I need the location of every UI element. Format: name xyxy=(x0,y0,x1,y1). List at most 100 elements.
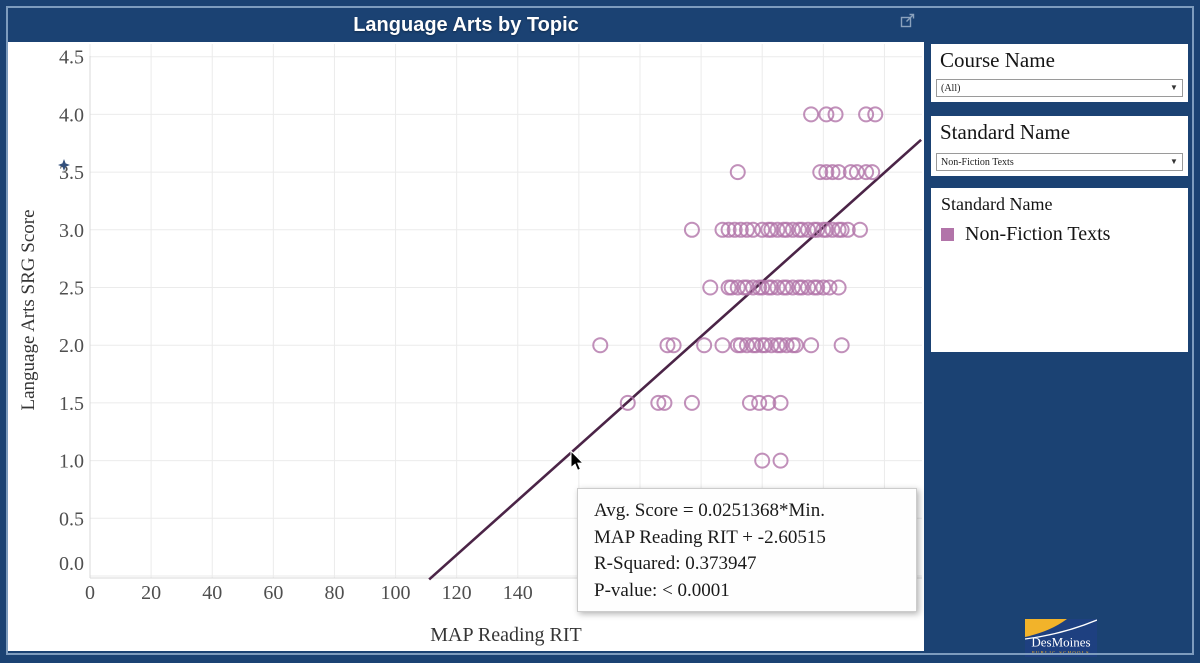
y-tick-label: 3.5 xyxy=(59,162,84,184)
data-point[interactable] xyxy=(592,337,609,354)
data-point[interactable] xyxy=(772,337,789,354)
data-point[interactable] xyxy=(656,394,673,411)
data-point[interactable] xyxy=(729,279,746,296)
data-point[interactable] xyxy=(824,164,841,181)
y-tick-label: 1.5 xyxy=(59,393,84,415)
data-point[interactable] xyxy=(772,394,789,411)
color-legend-card: Standard Name Non-Fiction Texts xyxy=(931,188,1188,352)
data-point[interactable] xyxy=(867,106,884,123)
tooltip-equation-line-1: Avg. Score = 0.0251368*Min. xyxy=(594,500,825,521)
data-point[interactable] xyxy=(824,221,841,238)
trend-line[interactable] xyxy=(428,138,922,581)
legend-item[interactable]: Non-Fiction Texts xyxy=(931,215,1188,246)
data-point[interactable] xyxy=(815,279,832,296)
data-point[interactable] xyxy=(683,221,700,238)
data-point[interactable] xyxy=(769,221,786,238)
data-point[interactable] xyxy=(812,164,829,181)
chevron-down-icon[interactable]: ▼ xyxy=(1170,157,1178,166)
data-point[interactable] xyxy=(803,337,820,354)
legend-title: Standard Name xyxy=(941,194,1053,214)
data-point[interactable] xyxy=(745,221,762,238)
data-point[interactable] xyxy=(619,394,636,411)
course-filter-dropdown[interactable]: (All) ▼ xyxy=(936,79,1183,97)
data-point[interactable] xyxy=(803,106,820,123)
x-tick-label: 60 xyxy=(263,582,283,604)
standard-filter-dropdown[interactable]: Non-Fiction Texts ▼ xyxy=(936,153,1183,171)
x-tick-label: 40 xyxy=(202,582,222,604)
data-point[interactable] xyxy=(748,337,765,354)
data-point[interactable] xyxy=(809,279,826,296)
data-point[interactable] xyxy=(683,394,700,411)
data-point[interactable] xyxy=(757,337,774,354)
data-point[interactable] xyxy=(778,221,795,238)
data-point[interactable] xyxy=(763,337,780,354)
data-point[interactable] xyxy=(830,164,847,181)
data-point[interactable] xyxy=(784,279,801,296)
data-point[interactable] xyxy=(787,337,804,354)
scatter-chart-panel: 0 20 40 60 80 100 120 140 0.0 0.5 1.0 1.5 2.0 2.5 3.0 3… xyxy=(8,42,924,651)
data-point[interactable] xyxy=(858,164,875,181)
data-point[interactable] xyxy=(732,337,749,354)
data-point[interactable] xyxy=(665,337,682,354)
data-point[interactable] xyxy=(833,221,850,238)
data-point[interactable] xyxy=(720,221,737,238)
data-point[interactable] xyxy=(821,279,838,296)
data-point[interactable] xyxy=(858,106,875,123)
data-point[interactable] xyxy=(741,394,758,411)
data-point[interactable] xyxy=(769,279,786,296)
data-point[interactable] xyxy=(778,337,795,354)
data-point[interactable] xyxy=(818,221,835,238)
x-tick-label: 120 xyxy=(442,582,472,604)
data-point[interactable] xyxy=(864,164,881,181)
data-point[interactable] xyxy=(738,337,755,354)
data-point[interactable] xyxy=(738,221,755,238)
tooltip-equation-line-2: MAP Reading RIT + -2.60515 xyxy=(594,526,826,548)
data-point[interactable] xyxy=(760,394,777,411)
data-point[interactable] xyxy=(809,221,826,238)
data-point[interactable] xyxy=(650,394,667,411)
data-point[interactable] xyxy=(723,279,740,296)
data-point[interactable] xyxy=(842,164,859,181)
data-point[interactable] xyxy=(763,279,780,296)
data-point[interactable] xyxy=(818,106,835,123)
svg-text:DesMoines: DesMoines xyxy=(1031,635,1090,650)
tooltip-p-value: P-value: < 0.0001 xyxy=(594,579,730,601)
data-point[interactable] xyxy=(714,221,731,238)
data-point[interactable] xyxy=(778,279,795,296)
legend-color-swatch xyxy=(941,228,954,241)
data-point[interactable] xyxy=(696,337,713,354)
data-point[interactable] xyxy=(818,164,835,181)
data-point[interactable] xyxy=(754,279,771,296)
data-point[interactable] xyxy=(800,221,817,238)
data-point[interactable] xyxy=(702,279,719,296)
data-point[interactable] xyxy=(754,452,771,469)
data-point[interactable] xyxy=(714,337,731,354)
data-point[interactable] xyxy=(800,279,817,296)
data-point[interactable] xyxy=(754,221,771,238)
data-point[interactable] xyxy=(851,221,868,238)
data-point[interactable] xyxy=(784,221,801,238)
data-point[interactable] xyxy=(738,279,755,296)
data-point[interactable] xyxy=(745,279,762,296)
data-point[interactable] xyxy=(732,221,749,238)
data-point[interactable] xyxy=(726,221,743,238)
data-point[interactable] xyxy=(827,106,844,123)
desmoines-logo-graphic: DesMoines PUBLIC SCHOOLS xyxy=(1025,619,1097,655)
data-point[interactable] xyxy=(830,279,847,296)
open-in-new-window-icon[interactable] xyxy=(900,12,916,28)
data-point[interactable] xyxy=(659,337,676,354)
data-point[interactable] xyxy=(848,164,865,181)
data-point[interactable] xyxy=(793,279,810,296)
data-point[interactable] xyxy=(763,221,780,238)
axis-sort-icon[interactable] xyxy=(58,159,70,171)
data-point[interactable] xyxy=(729,164,746,181)
legend-item-label: Non-Fiction Texts xyxy=(965,223,1111,245)
data-point[interactable] xyxy=(793,221,810,238)
y-tick-label: 1.0 xyxy=(59,451,84,473)
data-point[interactable] xyxy=(839,221,856,238)
data-point[interactable] xyxy=(751,394,768,411)
data-point[interactable] xyxy=(772,452,789,469)
chevron-down-icon[interactable]: ▼ xyxy=(1170,83,1178,92)
data-point[interactable] xyxy=(833,337,850,354)
